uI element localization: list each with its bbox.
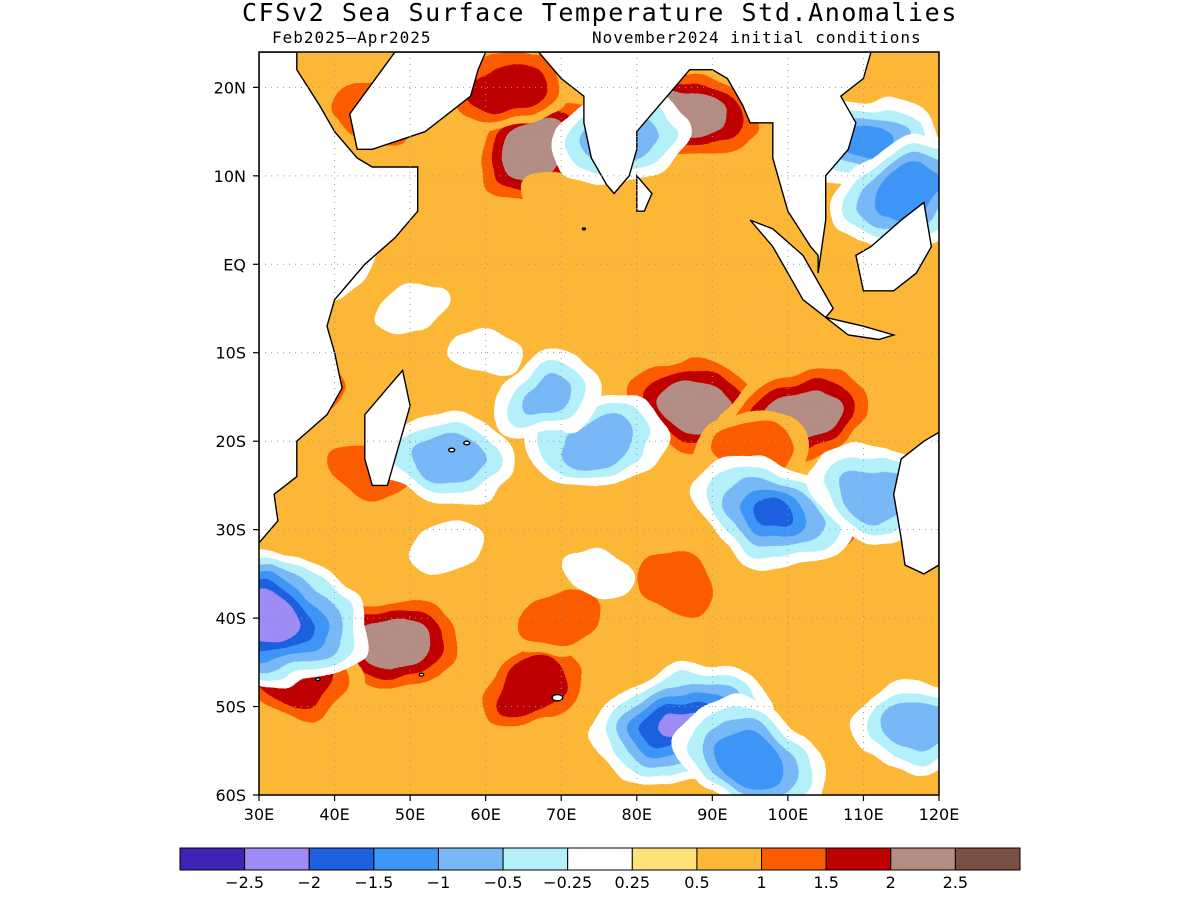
island — [551, 693, 564, 702]
x-tick-label: 50E — [395, 805, 425, 824]
axis-labels: 30E 40E 50E 60E 70E 80E 90E 100E 110E 120E 20N 10N E… — [214, 78, 960, 824]
y-tick-label: EQ — [223, 255, 246, 274]
anomaly-blob — [886, 177, 932, 210]
anomaly-blob — [259, 603, 289, 633]
island — [463, 440, 471, 446]
land-polygon — [537, 52, 872, 274]
colorbar-label: −0.25 — [543, 873, 592, 892]
colorbar-swatch — [437, 847, 504, 871]
anomaly-blob — [574, 425, 624, 457]
colorbar-swatch — [308, 847, 375, 871]
colorbar: −2.5 −2 −1.5 −1 −0.5 −0.25 0.25 0.5 1 1.5 2 2.5 — [179, 847, 1021, 892]
x-tick-label: 30E — [244, 805, 274, 824]
anomaly-blob — [412, 523, 484, 571]
x-tick-label: 100E — [768, 805, 809, 824]
colorbar-swatch — [244, 847, 310, 871]
colorbar-label: 1 — [756, 873, 766, 892]
landmasses — [259, 52, 939, 702]
anomaly-blob — [780, 399, 826, 430]
colorbar-swatch — [179, 847, 246, 871]
anomaly-blob — [535, 600, 587, 636]
initial-conditions-label: November2024 initial conditions — [592, 28, 922, 47]
y-tick-label: 20S — [215, 432, 246, 451]
colorbar-swatch — [890, 847, 956, 871]
anomaly-blob — [855, 477, 902, 512]
island — [581, 227, 587, 231]
land-polygon — [855, 201, 933, 292]
anomaly-blob — [517, 131, 560, 167]
colorbar-label: 2 — [886, 873, 896, 892]
colorbar-label: −0.5 — [484, 873, 523, 892]
colorbar-label: 0.25 — [614, 873, 650, 892]
x-tick-label: 90E — [697, 805, 727, 824]
y-tick-label: 10S — [215, 344, 246, 363]
colorbar-label: −2.5 — [225, 873, 264, 892]
land-polygon — [825, 316, 897, 341]
island — [447, 447, 456, 453]
land-polygon — [636, 173, 653, 212]
land-polygon — [364, 368, 411, 487]
y-tick-label: 30S — [215, 521, 246, 540]
x-tick-label: 60E — [470, 805, 500, 824]
colorbar-swatch — [502, 847, 569, 871]
x-tick-label: 120E — [919, 805, 960, 824]
y-tick-label: 50S — [215, 698, 246, 717]
colorbar-label: 2.5 — [943, 873, 968, 892]
anomaly-blob — [423, 443, 473, 475]
colorbar-swatch — [567, 847, 633, 871]
anomaly-blob — [674, 390, 721, 422]
anomaly-blob — [420, 199, 476, 241]
colorbar-label: −2 — [297, 873, 321, 892]
colorbar-swatch — [631, 847, 698, 871]
plot-frame — [258, 51, 940, 796]
colorbar-swatch — [761, 847, 827, 871]
y-tick-label: 20N — [214, 78, 246, 97]
map-title: CFSv2 Sea Surface Temperature Std.Anomal… — [241, 0, 958, 27]
colorbar-label: −1.5 — [354, 873, 393, 892]
colorbar-label: −1 — [427, 873, 451, 892]
plot-area — [259, 52, 939, 795]
forecast-period: Feb2025–Apr2025 — [272, 28, 432, 47]
anomaly-blob — [375, 283, 445, 334]
anomaly-blob — [484, 70, 533, 104]
colorbar-swatch — [373, 847, 439, 871]
x-tick-label: 70E — [546, 805, 576, 824]
anomaly-blob — [508, 670, 554, 707]
land-polygon — [892, 431, 939, 575]
y-tick-label: 40S — [215, 609, 246, 628]
colorbar-swatch — [954, 847, 1021, 871]
anomaly-blob — [565, 547, 633, 601]
island — [418, 672, 425, 677]
colorbar-label: 0.5 — [684, 873, 709, 892]
land-polygon — [749, 219, 835, 319]
colorbar-swatch — [696, 847, 763, 871]
anomaly-blob — [750, 496, 796, 528]
axis-ticks — [253, 86, 940, 801]
x-tick-label: 80E — [622, 805, 652, 824]
anomaly-blob — [649, 564, 700, 601]
land-polygon — [348, 52, 487, 151]
anomaly-blob — [892, 708, 939, 740]
x-tick-label: 110E — [843, 805, 884, 824]
x-tick-label: 40E — [319, 805, 349, 824]
island — [314, 677, 321, 682]
anomaly-blob — [521, 377, 571, 417]
colorbar-label: 1.5 — [813, 873, 838, 892]
y-tick-label: 60S — [215, 786, 246, 805]
colorbar-swatch — [825, 847, 892, 871]
anomaly-blob — [728, 742, 772, 777]
anomaly-blob — [371, 629, 419, 660]
y-tick-label: 10N — [214, 167, 246, 186]
land-polygon — [259, 52, 419, 544]
